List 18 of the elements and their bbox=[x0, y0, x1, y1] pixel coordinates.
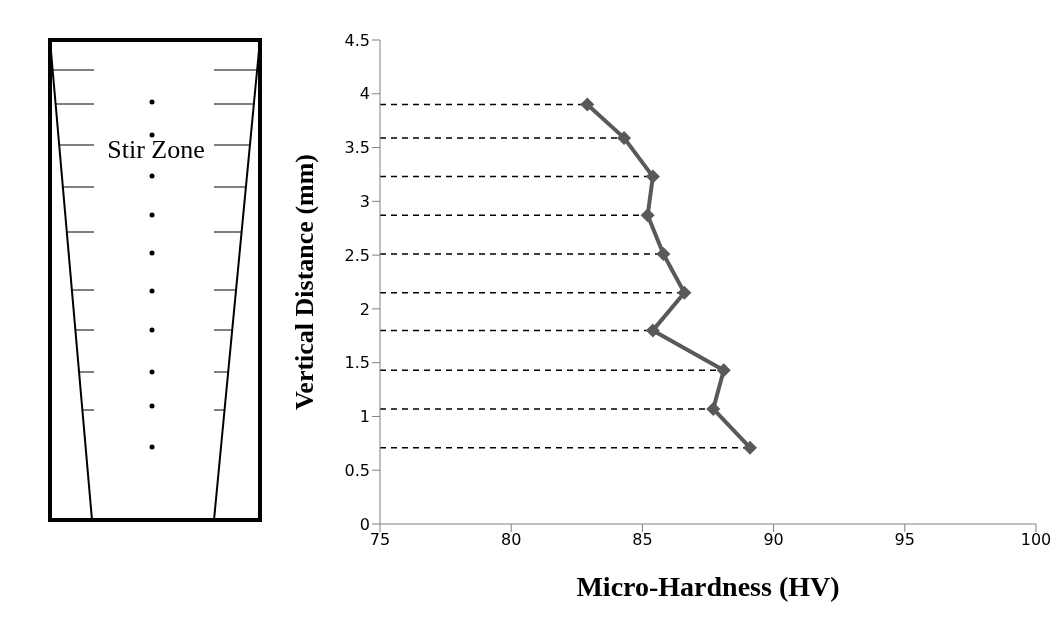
y-tick-label: 3 bbox=[359, 192, 370, 212]
x-tick-label: 100 bbox=[1020, 530, 1052, 550]
y-tick-label: 4 bbox=[359, 84, 370, 104]
y-tick-label: 2.5 bbox=[344, 245, 370, 265]
x-tick-label: 95 bbox=[894, 530, 915, 550]
y-tick-label: 0.5 bbox=[344, 460, 370, 480]
x-axis-title: Micro-Hardness (HV) bbox=[576, 570, 840, 602]
y-tick-label: 1.5 bbox=[344, 353, 370, 373]
y-tick-label: 0 bbox=[359, 514, 370, 534]
y-tick-label: 4.5 bbox=[344, 30, 370, 50]
y-tick-label: 2 bbox=[359, 299, 370, 319]
y-tick-label: 1 bbox=[359, 407, 370, 427]
x-tick-label: 90 bbox=[763, 530, 784, 550]
x-tick-label: 85 bbox=[632, 530, 653, 550]
x-tick-label: 80 bbox=[501, 530, 522, 550]
y-axis-title: Vertical Distance (mm) bbox=[290, 153, 320, 411]
y-tick-label: 3.5 bbox=[344, 138, 370, 158]
x-tick-label: 75 bbox=[369, 530, 391, 550]
